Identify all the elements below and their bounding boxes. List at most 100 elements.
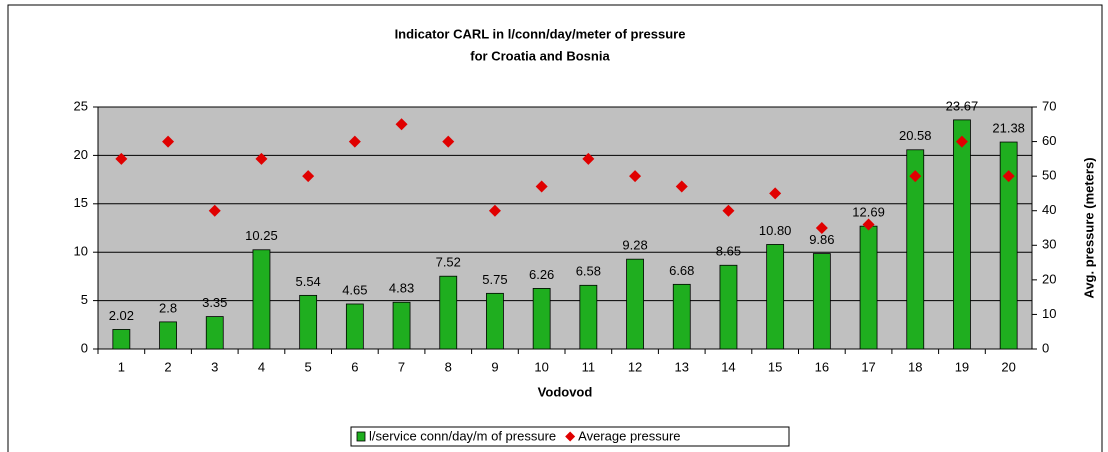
data-label: 4.83 bbox=[389, 281, 414, 296]
y2-tick-label: 50 bbox=[1042, 168, 1056, 183]
bar bbox=[205, 316, 224, 350]
marker bbox=[302, 170, 315, 183]
y2-tick-label: 20 bbox=[1042, 271, 1056, 286]
legend-swatch bbox=[565, 431, 576, 442]
x-tick-label: 1 bbox=[118, 359, 125, 374]
y-tick-label: 5 bbox=[81, 292, 88, 307]
bar bbox=[252, 249, 271, 350]
bar bbox=[766, 244, 785, 350]
x-tick-label: 5 bbox=[305, 359, 312, 374]
data-label: 4.65 bbox=[342, 282, 367, 297]
marker bbox=[208, 204, 221, 217]
marker bbox=[722, 204, 735, 217]
bar bbox=[999, 141, 1018, 350]
x-axis-label: Vodovod bbox=[538, 384, 593, 399]
x-tick-label: 6 bbox=[351, 359, 358, 374]
x-tick-label: 4 bbox=[258, 359, 265, 374]
x-tick-label: 18 bbox=[908, 359, 922, 374]
x-tick-label: 9 bbox=[491, 359, 498, 374]
chart-title: for Croatia and Bosnia bbox=[470, 48, 610, 63]
x-tick-label: 8 bbox=[445, 359, 452, 374]
bar bbox=[626, 258, 644, 350]
bar bbox=[532, 288, 551, 350]
data-label: 6.26 bbox=[529, 267, 554, 282]
bar bbox=[719, 264, 738, 350]
data-label: 10.25 bbox=[245, 228, 278, 243]
y2-tick-label: 70 bbox=[1042, 98, 1056, 113]
bar bbox=[486, 292, 504, 350]
y-tick-label: 25 bbox=[74, 98, 88, 113]
bar bbox=[112, 329, 131, 350]
x-tick-label: 14 bbox=[721, 359, 735, 374]
marker bbox=[535, 180, 548, 193]
x-tick-label: 7 bbox=[398, 359, 405, 374]
data-label: 7.52 bbox=[436, 255, 461, 270]
x-tick-label: 12 bbox=[628, 359, 642, 374]
x-tick-label: 2 bbox=[164, 359, 171, 374]
y2-tick-label: 40 bbox=[1042, 202, 1056, 217]
plot-area bbox=[98, 107, 1032, 349]
y2-tick-label: 0 bbox=[1042, 340, 1049, 355]
data-label: 10.80 bbox=[759, 223, 792, 238]
marker bbox=[582, 152, 595, 165]
marker bbox=[769, 187, 782, 200]
chart-title: Indicator CARL in l/conn/day/meter of pr… bbox=[395, 26, 686, 41]
data-label: 6.58 bbox=[576, 264, 601, 279]
data-label: 5.54 bbox=[295, 274, 320, 289]
data-label: 20.58 bbox=[899, 128, 932, 143]
marker bbox=[955, 135, 968, 148]
marker bbox=[115, 152, 128, 165]
x-tick-label: 13 bbox=[675, 359, 689, 374]
marker bbox=[629, 170, 642, 183]
data-label: 21.38 bbox=[992, 120, 1025, 135]
y2-tick-label: 60 bbox=[1042, 133, 1056, 148]
x-tick-label: 10 bbox=[534, 359, 548, 374]
legend-swatch bbox=[356, 431, 366, 442]
bar bbox=[345, 303, 364, 350]
data-label: 23.67 bbox=[946, 98, 979, 113]
legend-label: Average pressure bbox=[578, 428, 680, 443]
x-tick-label: 15 bbox=[768, 359, 782, 374]
bar bbox=[392, 301, 411, 350]
y2-axis-label: Avg. pressure (meters) bbox=[1081, 157, 1096, 298]
data-label: 6.68 bbox=[669, 263, 694, 278]
marker bbox=[348, 135, 361, 148]
y-tick-label: 10 bbox=[74, 244, 88, 259]
bar bbox=[439, 275, 458, 350]
marker bbox=[862, 218, 875, 231]
y-tick-label: 0 bbox=[81, 340, 88, 355]
marker bbox=[442, 135, 455, 148]
x-tick-label: 20 bbox=[1001, 359, 1015, 374]
x-tick-label: 3 bbox=[211, 359, 218, 374]
x-tick-label: 16 bbox=[815, 359, 829, 374]
bar bbox=[672, 283, 691, 350]
y2-tick-label: 10 bbox=[1042, 306, 1056, 321]
data-label: 9.86 bbox=[809, 232, 834, 247]
y-tick-label: 20 bbox=[74, 147, 88, 162]
x-tick-label: 19 bbox=[955, 359, 969, 374]
data-label: 8.65 bbox=[716, 244, 741, 259]
bar bbox=[859, 225, 878, 350]
data-label: 5.75 bbox=[482, 272, 507, 287]
bar bbox=[579, 284, 598, 350]
x-tick-label: 11 bbox=[582, 359, 596, 374]
y2-tick-label: 30 bbox=[1042, 237, 1056, 252]
data-label: 2.02 bbox=[109, 308, 134, 323]
marker bbox=[255, 152, 268, 165]
bar bbox=[812, 253, 831, 350]
marker bbox=[162, 135, 175, 148]
marker bbox=[909, 170, 922, 183]
bar bbox=[906, 149, 925, 350]
marker bbox=[1002, 170, 1015, 183]
legend-label: l/service conn/day/m of pressure bbox=[369, 428, 556, 443]
marker bbox=[815, 222, 828, 234]
marker bbox=[675, 180, 688, 193]
x-tick-label: 17 bbox=[861, 359, 875, 374]
bar bbox=[159, 321, 177, 350]
y-tick-label: 15 bbox=[74, 195, 88, 210]
data-label: 2.8 bbox=[159, 300, 177, 315]
bar bbox=[299, 294, 318, 350]
bar bbox=[953, 119, 971, 350]
marker bbox=[395, 118, 408, 131]
